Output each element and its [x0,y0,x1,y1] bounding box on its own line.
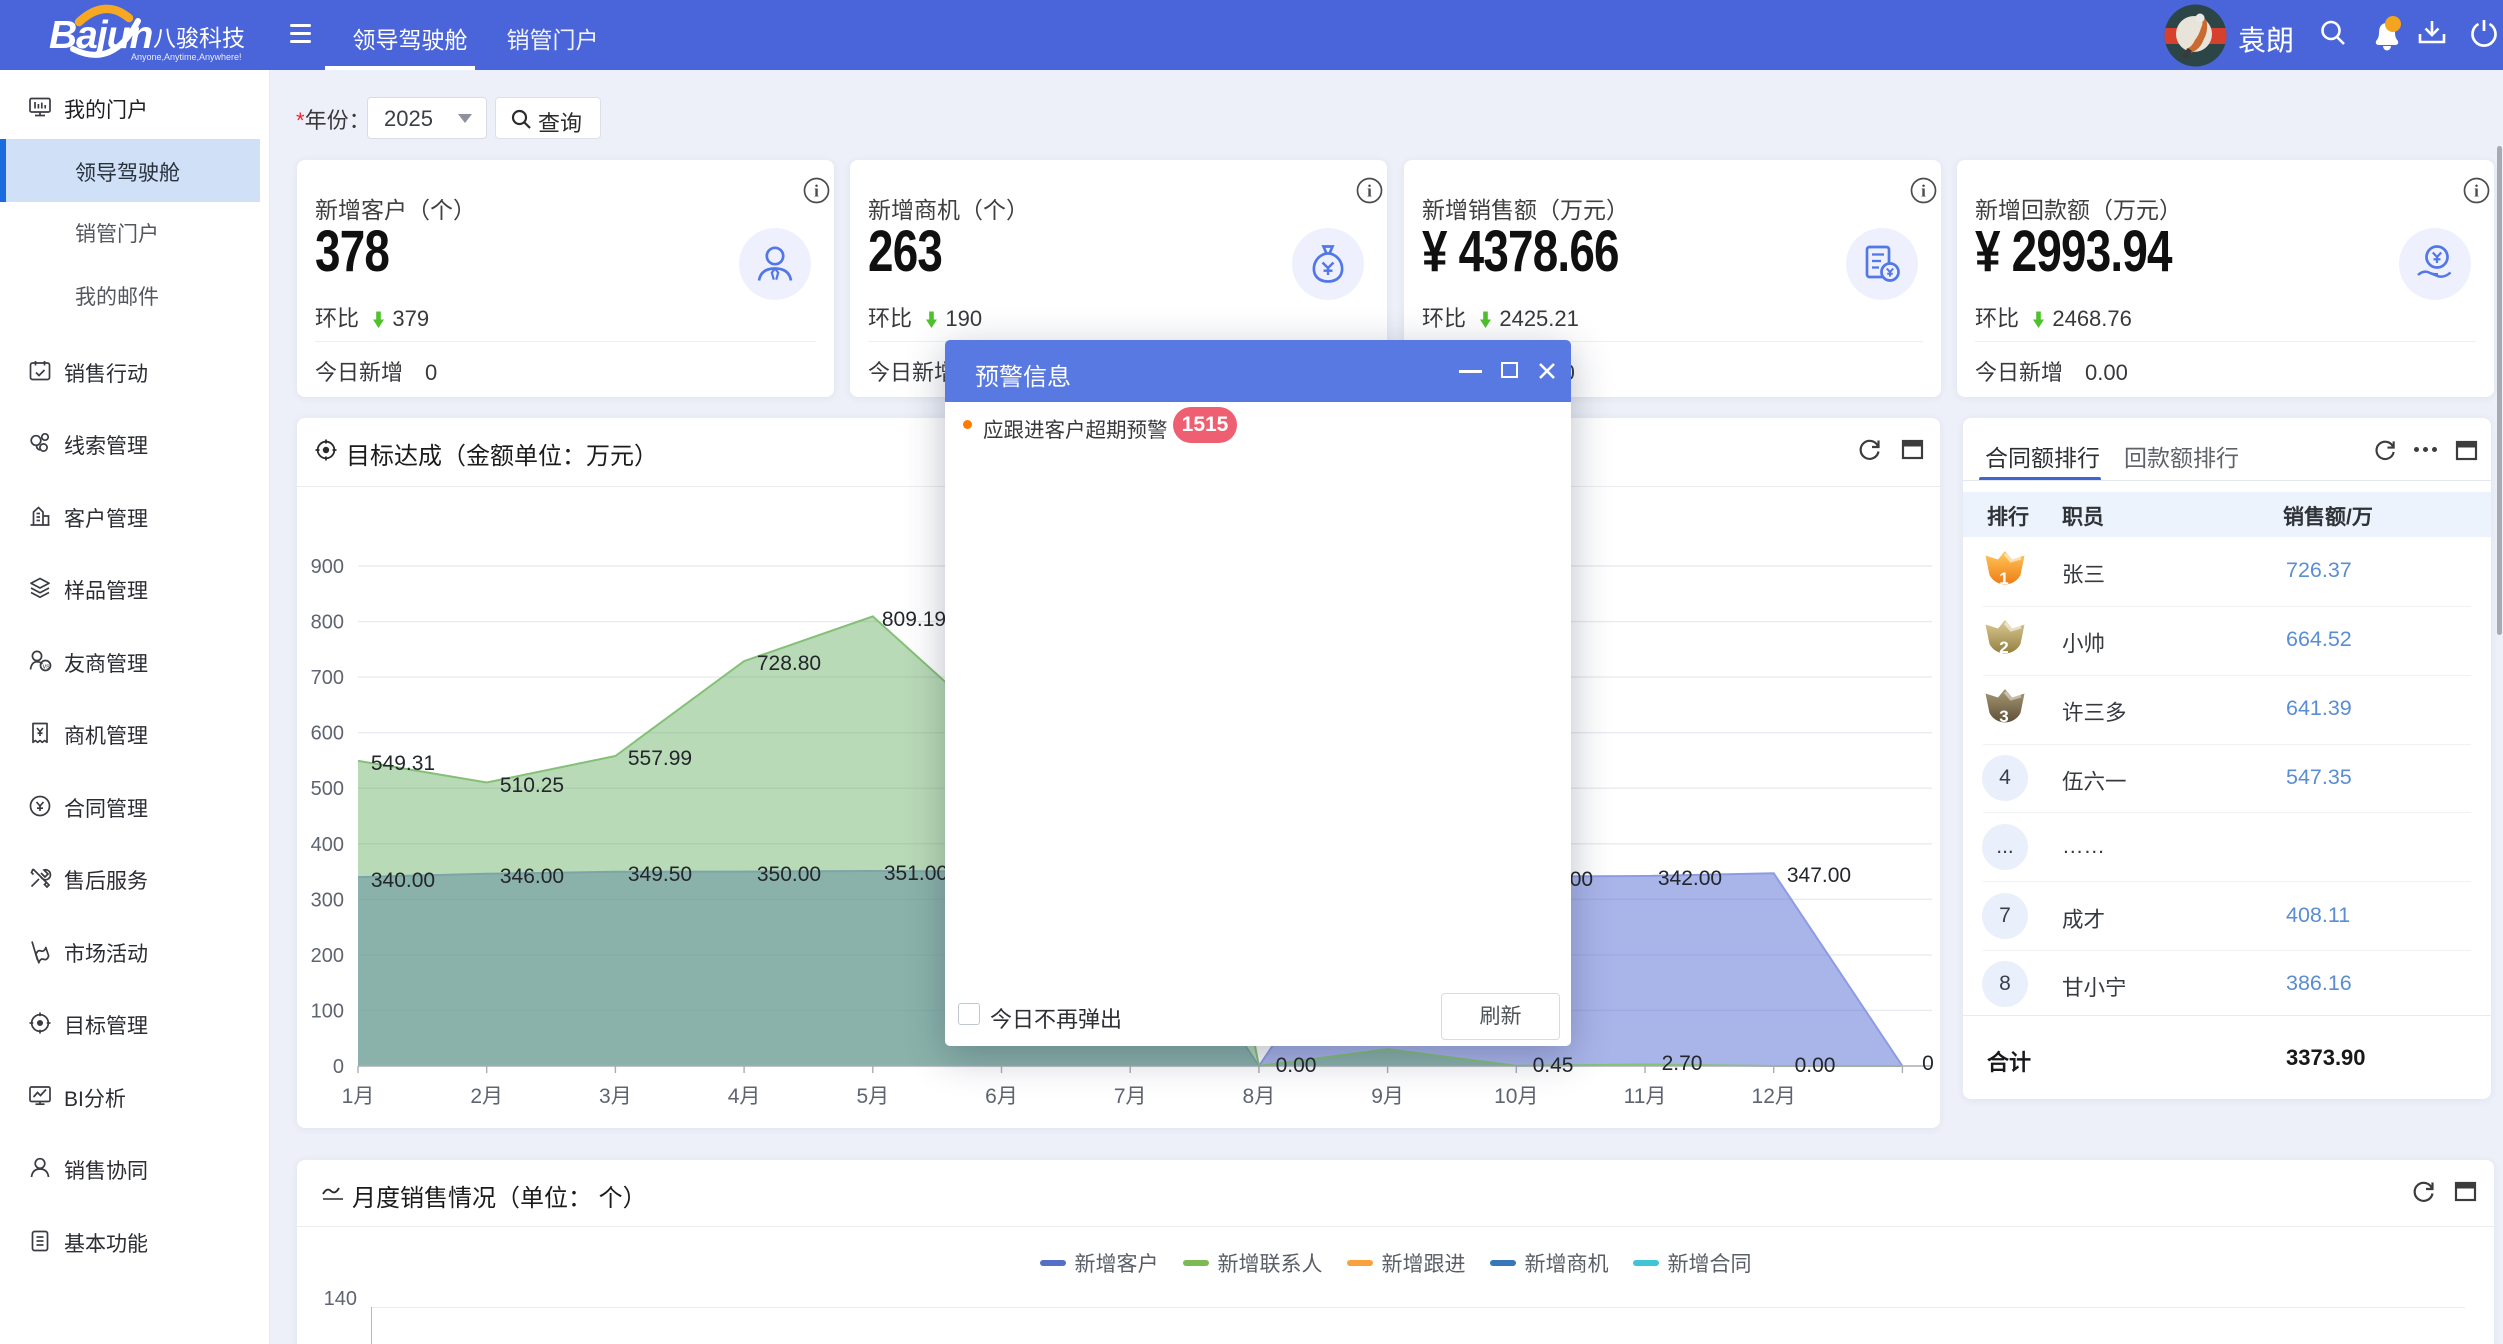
svg-text:2月: 2月 [470,1085,503,1108]
svg-text:200: 200 [311,945,344,967]
svg-text:510.25: 510.25 [500,774,564,797]
svg-text:300: 300 [311,889,344,911]
svg-text:4月: 4月 [728,1085,761,1108]
svg-text:0: 0 [1922,1052,1934,1075]
svg-text:i: i [1367,182,1372,201]
svg-text:351.00: 351.00 [884,862,948,885]
svg-text:vs: vs [43,663,51,670]
svg-text:347.00: 347.00 [1787,864,1851,887]
svg-text:0: 0 [333,1056,344,1078]
svg-text:549.31: 549.31 [371,752,435,775]
svg-text:600: 600 [311,723,344,745]
svg-text:i: i [1921,182,1926,201]
svg-text:340.00: 340.00 [371,869,435,892]
svg-text:12月: 12月 [1752,1085,1796,1108]
svg-text:2.70: 2.70 [1662,1052,1703,1075]
svg-text:i: i [814,182,819,201]
svg-text:809.19: 809.19 [882,608,946,631]
svg-text:800: 800 [311,612,344,634]
svg-text:1月: 1月 [342,1085,375,1108]
svg-text:i: i [2474,182,2479,201]
svg-text:1: 1 [1999,569,2008,588]
svg-text:11月: 11月 [1624,1085,1667,1108]
svg-text:八骏科技: 八骏科技 [153,25,245,51]
svg-text:10月: 10月 [1494,1085,1538,1108]
svg-text:7月: 7月 [1114,1085,1147,1108]
svg-text:Anyone,Anytime,Anywhere!: Anyone,Anytime,Anywhere! [131,52,242,62]
svg-text:6月: 6月 [985,1085,1018,1108]
svg-text:700: 700 [311,667,344,689]
svg-text:349.50: 349.50 [628,863,692,886]
svg-text:9月: 9月 [1371,1085,1404,1108]
svg-text:3: 3 [1999,707,2008,726]
svg-text:900: 900 [311,556,344,578]
svg-text:346.00: 346.00 [500,865,564,888]
svg-text:8月: 8月 [1243,1085,1276,1108]
svg-text:3月: 3月 [599,1085,632,1108]
svg-text:557.99: 557.99 [628,747,692,770]
svg-text:728.80: 728.80 [757,652,821,675]
svg-text:350.00: 350.00 [757,863,821,886]
svg-text:5月: 5月 [856,1085,889,1108]
svg-text:0.00: 0.00 [1276,1054,1317,1077]
svg-text:400: 400 [311,834,344,856]
svg-text:342.00: 342.00 [1658,867,1722,890]
svg-text:2: 2 [1999,638,2008,657]
svg-text:0.45: 0.45 [1533,1054,1574,1077]
svg-text:100: 100 [311,1000,344,1022]
svg-text:0.00: 0.00 [1795,1054,1836,1077]
svg-text:500: 500 [311,778,344,800]
